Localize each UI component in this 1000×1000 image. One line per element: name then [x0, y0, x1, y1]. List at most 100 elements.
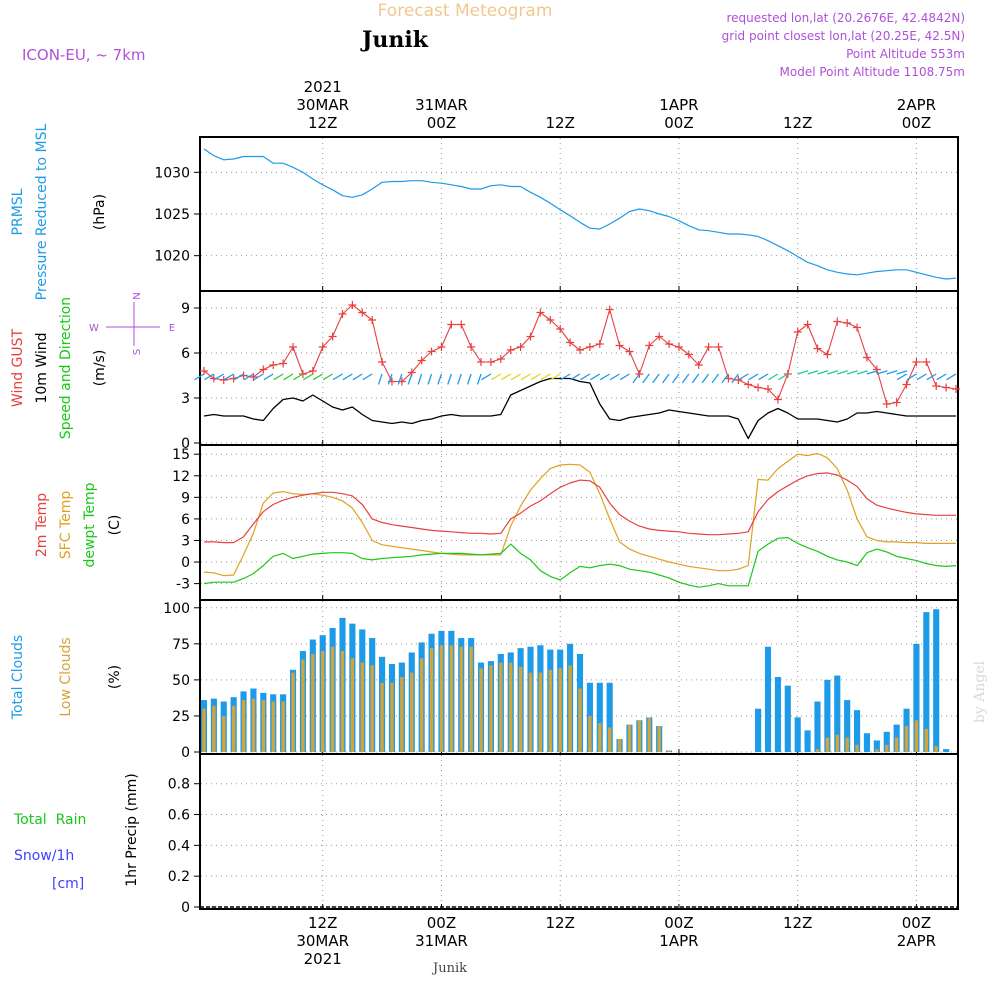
precip-ytick-label: 0.4	[168, 838, 190, 854]
wind-direction-arrow-icon	[520, 373, 531, 381]
wind-direction-arrow-icon	[233, 373, 244, 381]
wind-direction-arrow-icon	[560, 373, 571, 381]
wind-10m-line	[203, 377, 956, 440]
wind-direction-arrow-icon	[748, 373, 759, 381]
compass-rose-icon: N S W E	[89, 292, 175, 355]
wind-direction-arrow-icon	[758, 373, 769, 381]
time-label-top: 12Z	[308, 114, 337, 132]
wind-gust-marker	[546, 316, 555, 324]
low-clouds-bar	[449, 645, 454, 752]
wind-gust-marker	[477, 358, 486, 366]
wind-direction-arrow-icon	[510, 373, 521, 381]
low-clouds-bar	[410, 672, 414, 752]
wind-gust-marker	[862, 353, 871, 362]
wind-gust-marker	[655, 332, 664, 341]
low-clouds-bar	[429, 648, 434, 752]
time-label-bottom: 00Z	[664, 914, 693, 932]
total-clouds-bar	[913, 643, 920, 752]
panel-frames	[199, 136, 959, 910]
low-clouds-bar	[400, 677, 404, 752]
wind-gust-marker	[605, 305, 614, 314]
wind-unit: (m/s)	[92, 350, 108, 387]
wind-direction-arrow-icon	[721, 373, 729, 384]
wind-gust-marker	[823, 350, 832, 359]
wind-gust-marker	[566, 338, 575, 347]
wind-direction-arrow-icon	[580, 373, 591, 381]
wind-gust-marker	[773, 395, 782, 404]
total-clouds-bar	[943, 749, 950, 752]
total-clouds-bar	[853, 710, 861, 752]
wind-gust-marker	[496, 355, 505, 363]
wind-gust-marker	[754, 383, 763, 392]
wind-gust-marker	[348, 301, 357, 309]
wind-gust-marker	[536, 308, 545, 317]
clouds-unit: (%)	[107, 665, 123, 689]
low-clouds-bar	[578, 688, 582, 752]
wind-direction-arrow-icon	[662, 373, 670, 384]
low-clouds-bar	[251, 698, 256, 752]
wind-direction-arrow-icon	[427, 373, 433, 385]
wind-gust-marker	[902, 380, 911, 389]
wind-direction-arrow-icon	[322, 373, 333, 381]
wind-gust-marker	[684, 350, 693, 359]
wind-direction-arrow-icon	[797, 370, 809, 375]
wind-direction-arrow-icon	[837, 370, 848, 375]
wind-gust-marker	[734, 376, 743, 384]
low-clouds-bar	[518, 666, 523, 752]
time-label-bottom: 12Z	[783, 914, 812, 932]
wind-direction-arrow-icon	[691, 373, 700, 384]
wind-gust-label: Wind GUST	[10, 328, 26, 407]
clouds-ytick-label: 0	[181, 745, 190, 761]
wind-gust-marker	[585, 343, 594, 351]
precip-ytick-label: 0.6	[168, 808, 190, 824]
axis-layer: 1020102510300369-303691215025507510000.2…	[154, 165, 917, 916]
temp-ytick-label: -3	[176, 577, 190, 593]
wind-direction-arrow-icon	[352, 373, 363, 381]
total-clouds-label: Total Clouds	[10, 635, 26, 720]
wind-gust-marker	[853, 323, 862, 332]
wind-gust-marker	[437, 343, 446, 351]
footer-location: Junik	[431, 961, 467, 976]
wind-direction-arrow-icon	[457, 373, 462, 385]
marks-layer	[194, 301, 961, 408]
wind-direction-arrow-icon	[253, 373, 264, 381]
wind-direction-arrow-icon	[263, 373, 274, 381]
wind-ytick-label: 6	[181, 346, 190, 362]
wind-direction-arrow-icon	[916, 373, 927, 381]
time-label-bottom: 2021	[304, 950, 342, 968]
wind-direction-arrow-icon	[213, 373, 225, 381]
wind-gust-marker	[803, 320, 812, 329]
time-label-top: 00Z	[902, 114, 931, 132]
sfc-temp-line	[203, 452, 956, 577]
low-clouds-bar	[657, 726, 661, 752]
wind-gust-marker	[199, 367, 208, 375]
temp-2m-label: 2m Temp	[34, 493, 50, 557]
low-clouds-bar	[607, 727, 612, 752]
total-clouds-bar	[784, 685, 791, 752]
header-info-requested: requested lon,lat (20.2676E, 42.4842N)	[726, 11, 965, 25]
time-label-top: 00Z	[664, 114, 693, 132]
low-clouds-bar	[321, 651, 325, 752]
grid-layer	[201, 138, 957, 908]
wind-direction-arrow-icon	[332, 373, 343, 381]
wind-gust-marker	[912, 358, 921, 366]
wind-gust-marker	[417, 356, 426, 365]
wind-gust-marker	[674, 343, 683, 351]
time-label-top: 31MAR	[415, 96, 468, 114]
total-clouds-bar	[814, 701, 821, 752]
time-label-top: 30MAR	[296, 96, 349, 114]
precip-panel-labels: Total Rain Snow/1h [cm] 1hr Precip (mm)	[13, 773, 140, 892]
wind-direction-arrow-icon	[846, 370, 858, 375]
wind-gust-marker	[665, 340, 674, 348]
precip-ytick-label: 0	[181, 900, 190, 916]
pressure-ytick-label: 1020	[154, 249, 190, 265]
pressure-panel-labels: PRMSL Pressure Reduced to MSL (hPa)	[10, 123, 108, 300]
low-clouds-bar	[202, 708, 206, 752]
wind-gust-marker	[516, 343, 525, 351]
wind-direction-arrow-icon	[652, 373, 660, 384]
low-clouds-bar	[291, 672, 295, 752]
total-clouds-bar	[933, 609, 940, 752]
total-clouds-bar	[863, 733, 871, 752]
total-clouds-bar	[923, 612, 930, 752]
wind-direction-arrow-icon	[711, 373, 720, 384]
